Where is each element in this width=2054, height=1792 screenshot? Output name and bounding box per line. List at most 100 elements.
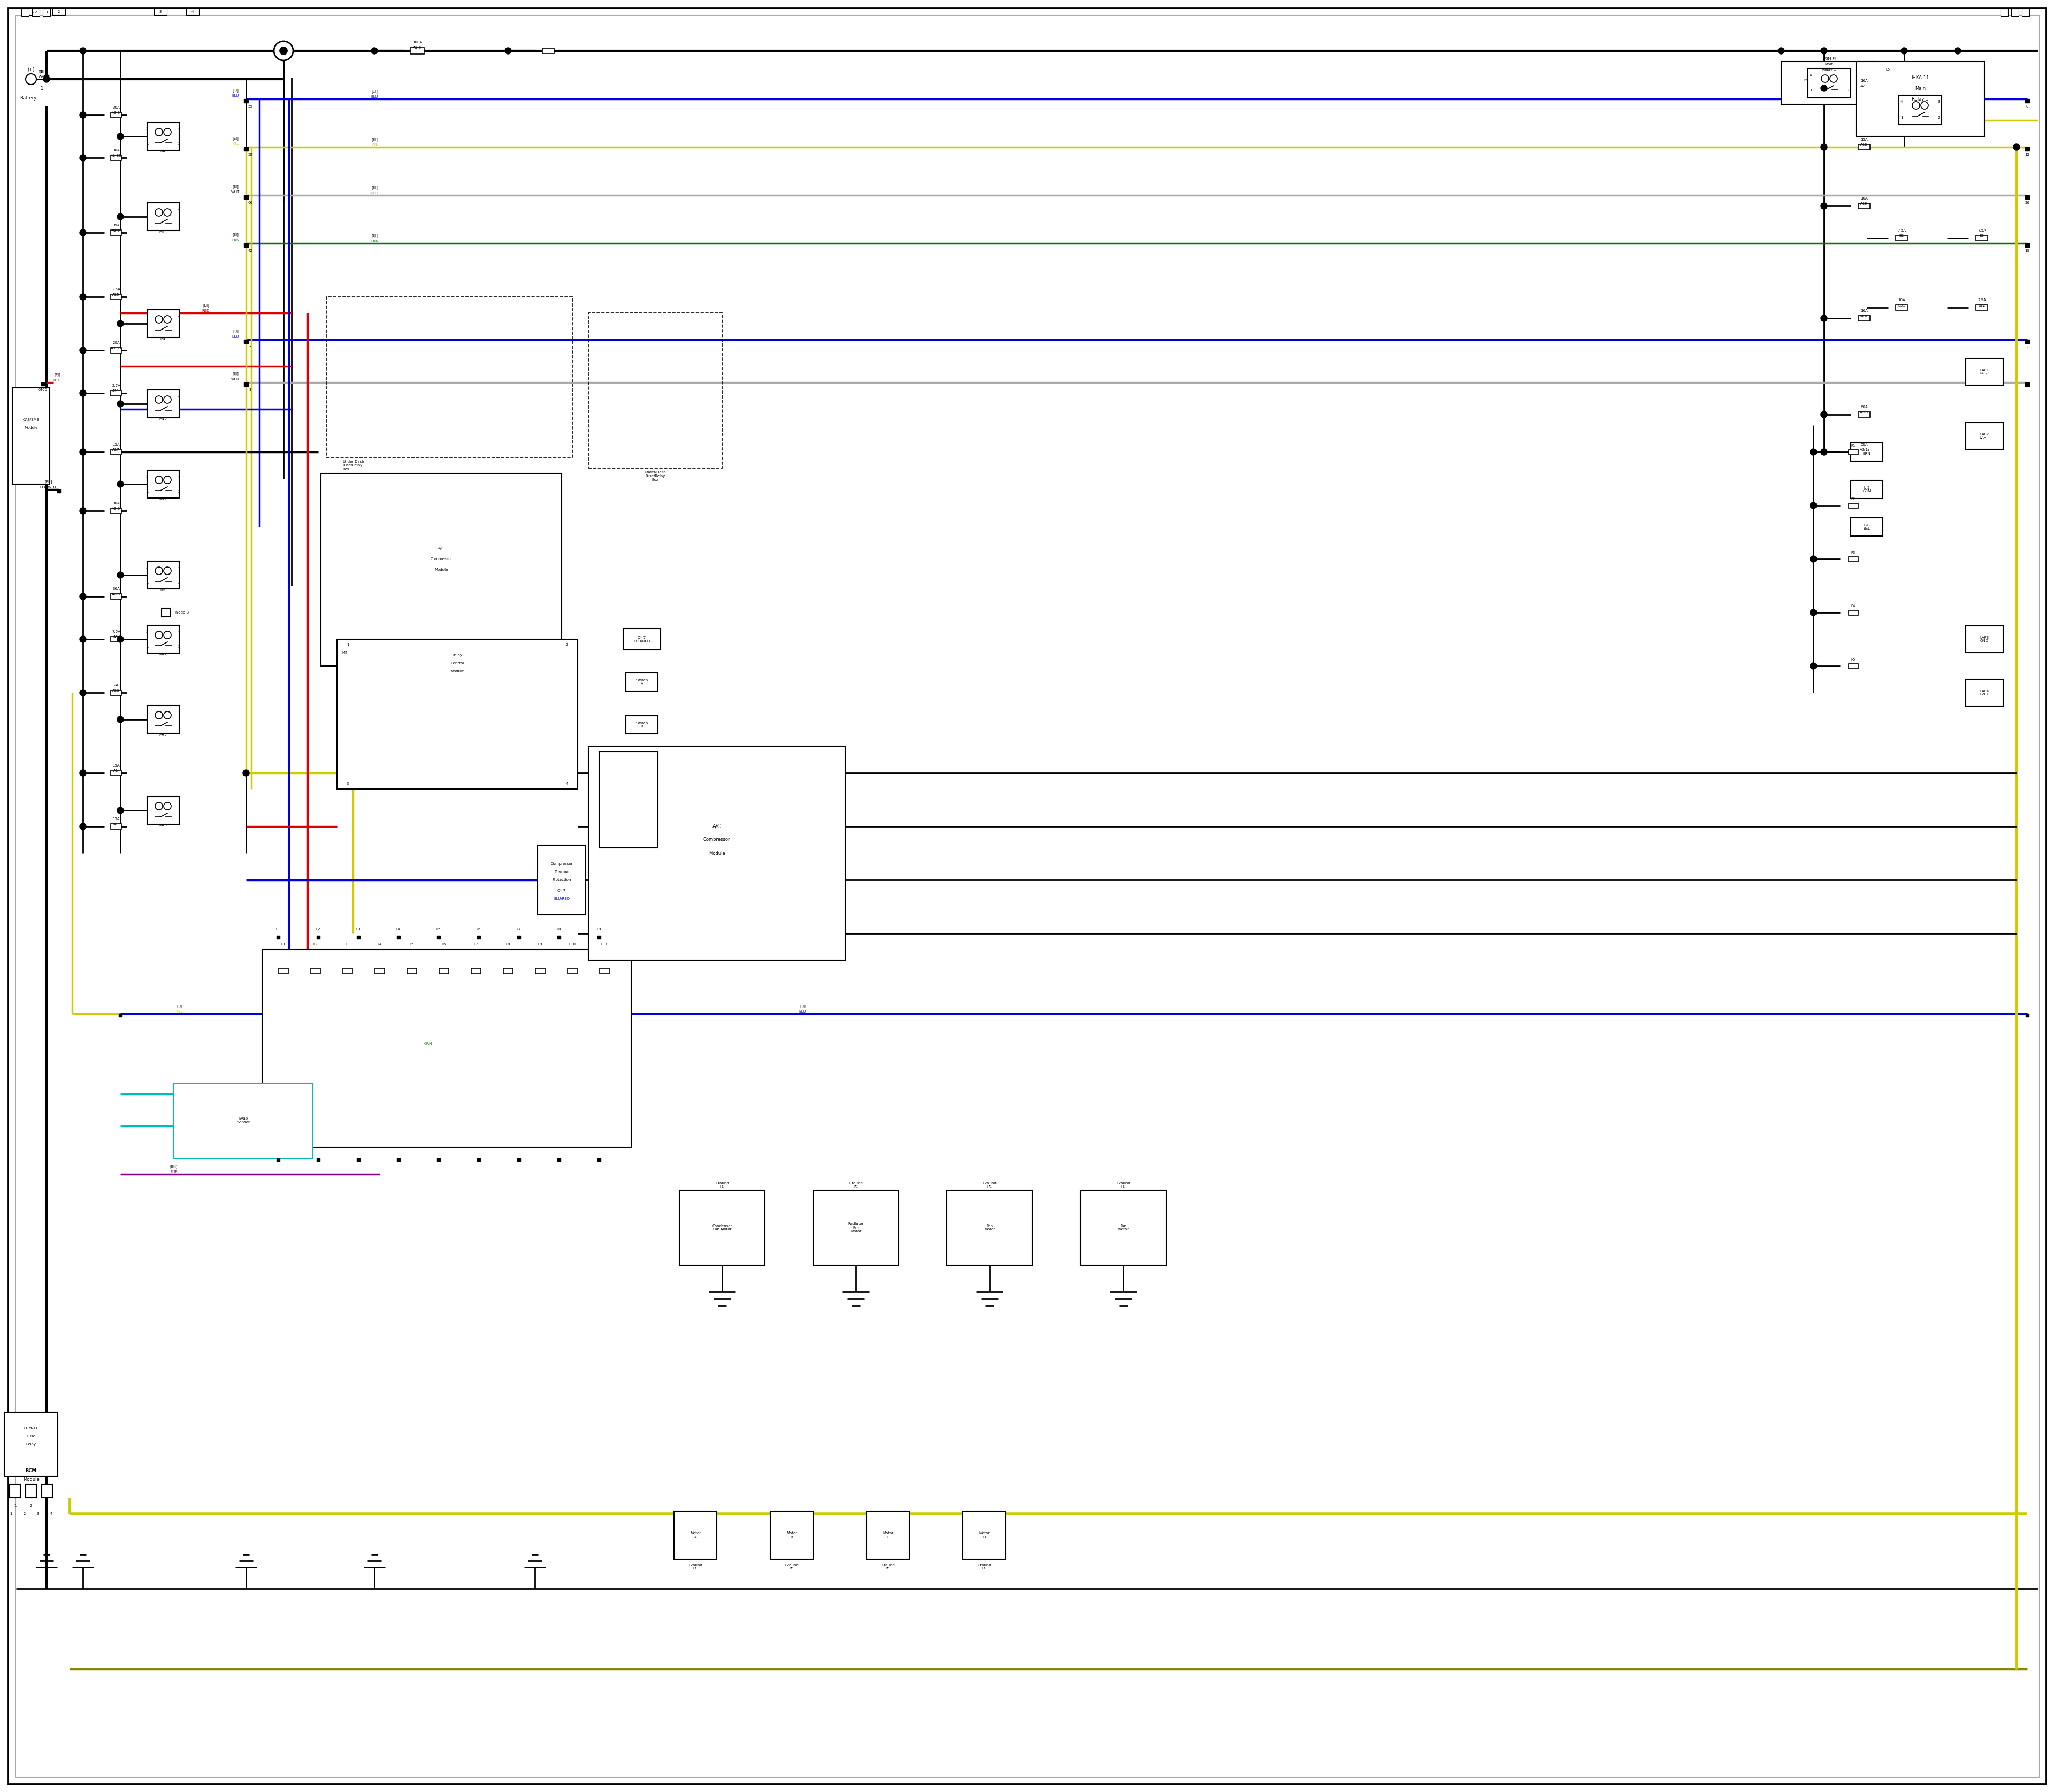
Text: 2: 2 xyxy=(179,222,181,226)
Circle shape xyxy=(117,572,123,579)
Bar xyxy=(111,824,121,830)
Bar xyxy=(1808,68,1851,97)
Bar xyxy=(148,122,179,151)
Text: A/C: A/C xyxy=(438,547,444,550)
Text: 16A: 16A xyxy=(1861,79,1867,82)
Text: F8: F8 xyxy=(557,928,561,930)
Bar xyxy=(867,1511,910,1559)
Circle shape xyxy=(80,823,86,830)
Circle shape xyxy=(80,348,86,353)
Text: A16: A16 xyxy=(1861,315,1867,317)
Bar xyxy=(1896,235,1908,240)
Text: 1: 1 xyxy=(146,581,148,584)
Text: 66: 66 xyxy=(249,201,253,204)
Text: YEL: YEL xyxy=(372,143,378,147)
Text: YEL: YEL xyxy=(177,1011,183,1012)
Circle shape xyxy=(279,48,288,54)
Text: 2A: 2A xyxy=(113,683,119,686)
Circle shape xyxy=(80,448,86,455)
Bar xyxy=(357,935,359,939)
Text: 3: 3 xyxy=(347,781,349,785)
Circle shape xyxy=(1820,143,1828,151)
Text: L5: L5 xyxy=(1803,79,1808,82)
Bar xyxy=(477,935,481,939)
Text: 10A: 10A xyxy=(1898,299,1906,301)
Text: F3: F3 xyxy=(355,928,362,930)
Text: 2: 2 xyxy=(23,1512,25,1516)
Circle shape xyxy=(164,566,170,575)
Bar xyxy=(111,113,121,118)
Bar xyxy=(1976,235,1988,240)
Bar xyxy=(947,1190,1033,1265)
Circle shape xyxy=(117,717,123,722)
Text: 1: 1 xyxy=(31,11,33,13)
Text: [EJ]: [EJ] xyxy=(372,138,378,142)
Circle shape xyxy=(117,213,123,220)
Text: WHT: WHT xyxy=(230,378,240,382)
Text: 12: 12 xyxy=(2025,152,2029,156)
Text: M4: M4 xyxy=(343,650,347,654)
Text: A29: A29 xyxy=(1861,202,1867,206)
Text: Module: Module xyxy=(23,1477,39,1482)
Text: A2-1: A2-1 xyxy=(1859,448,1869,452)
Text: F9: F9 xyxy=(598,928,602,930)
Text: Ground
Pt.: Ground Pt. xyxy=(881,1563,896,1570)
Text: 4: 4 xyxy=(179,208,181,211)
Text: A2-3: A2-3 xyxy=(111,111,121,115)
Bar xyxy=(438,1158,440,1161)
Text: A1: A1 xyxy=(113,823,119,826)
Circle shape xyxy=(1955,48,1962,54)
Text: (+): (+) xyxy=(27,66,35,72)
Text: 4: 4 xyxy=(191,11,193,13)
Text: 10A: 10A xyxy=(1861,197,1867,201)
Text: 3: 3 xyxy=(37,1512,39,1516)
Bar xyxy=(41,1484,53,1498)
Bar xyxy=(187,7,199,14)
Circle shape xyxy=(273,41,294,61)
Text: A1: A1 xyxy=(113,769,119,772)
Text: Battery: Battery xyxy=(21,95,37,100)
Bar xyxy=(1851,480,1884,498)
Bar xyxy=(337,640,577,788)
Circle shape xyxy=(242,771,249,776)
Bar xyxy=(25,1484,37,1498)
Bar xyxy=(622,629,661,650)
Text: 2: 2 xyxy=(1937,116,1941,120)
Text: [EJ]: [EJ] xyxy=(53,373,60,376)
Bar xyxy=(111,593,121,599)
Text: 4: 4 xyxy=(179,475,181,478)
Text: BLU/RED: BLU/RED xyxy=(555,898,569,900)
Text: 2: 2 xyxy=(2025,346,2029,349)
Circle shape xyxy=(117,480,123,487)
Text: A26: A26 xyxy=(113,688,119,692)
Circle shape xyxy=(156,315,162,323)
Bar xyxy=(557,1158,561,1161)
Text: A25: A25 xyxy=(113,294,119,296)
Text: [EJ]: [EJ] xyxy=(232,233,238,237)
Text: F2: F2 xyxy=(314,943,318,946)
Bar xyxy=(111,450,121,455)
Text: Module: Module xyxy=(435,568,448,572)
Text: BLU: BLU xyxy=(799,1011,805,1012)
Text: WHT: WHT xyxy=(370,192,378,195)
Text: 2: 2 xyxy=(565,643,569,647)
Circle shape xyxy=(372,48,378,54)
Text: Ground
Pt.: Ground Pt. xyxy=(785,1563,799,1570)
Text: T1: T1 xyxy=(37,70,43,73)
Text: F7: F7 xyxy=(474,943,479,946)
Text: Module: Module xyxy=(709,851,725,855)
Text: 3: 3 xyxy=(45,11,47,14)
Text: 4: 4 xyxy=(179,127,181,131)
Text: 60A: 60A xyxy=(1861,405,1867,409)
Text: [EJ]: [EJ] xyxy=(177,1004,183,1007)
Text: 3: 3 xyxy=(249,389,251,392)
Bar xyxy=(148,391,179,418)
Circle shape xyxy=(164,477,170,484)
Text: 1: 1 xyxy=(39,75,41,79)
Text: 7.5A: 7.5A xyxy=(1978,229,1986,233)
Text: 30A: 30A xyxy=(113,149,119,152)
Text: C4-7
BLU/RED: C4-7 BLU/RED xyxy=(635,636,649,643)
Text: [EJ]: [EJ] xyxy=(203,303,210,306)
Bar xyxy=(438,935,440,939)
Text: 3: 3 xyxy=(45,1503,49,1507)
